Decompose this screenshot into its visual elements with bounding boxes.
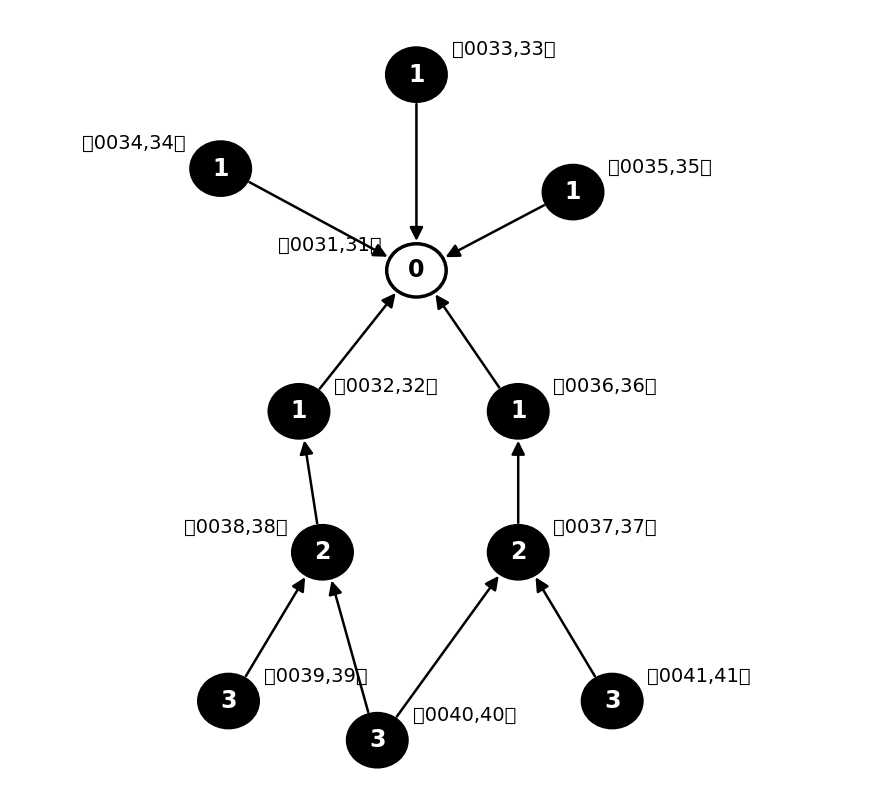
Text: （0031,31）: （0031,31） — [277, 236, 381, 255]
Text: 2: 2 — [314, 540, 330, 564]
Ellipse shape — [488, 525, 548, 579]
Text: 1: 1 — [213, 157, 228, 181]
Ellipse shape — [386, 244, 446, 297]
Text: （0033,33）: （0033,33） — [452, 40, 555, 59]
Text: 1: 1 — [290, 399, 307, 424]
Ellipse shape — [348, 713, 407, 767]
Ellipse shape — [269, 385, 329, 438]
Text: 0: 0 — [408, 258, 425, 282]
Text: （0041,41）: （0041,41） — [647, 667, 751, 685]
Text: 3: 3 — [369, 728, 385, 752]
Text: （0035,35）: （0035,35） — [609, 157, 712, 177]
Text: 3: 3 — [221, 689, 237, 713]
Text: 2: 2 — [510, 540, 527, 564]
Text: （0040,40）: （0040,40） — [412, 705, 516, 725]
Text: 3: 3 — [604, 689, 620, 713]
Text: 1: 1 — [565, 180, 582, 204]
Ellipse shape — [199, 675, 258, 728]
Ellipse shape — [488, 385, 548, 438]
Text: （0037,37）: （0037,37） — [554, 518, 657, 537]
Ellipse shape — [386, 48, 446, 101]
Text: （0036,36）: （0036,36） — [554, 377, 657, 395]
Ellipse shape — [293, 525, 352, 579]
Text: （0032,32）: （0032,32） — [334, 377, 438, 395]
Text: （0039,39）: （0039,39） — [263, 667, 367, 685]
Ellipse shape — [582, 675, 642, 728]
Text: （0038,38）: （0038,38） — [184, 518, 287, 537]
Ellipse shape — [543, 165, 603, 219]
Text: 1: 1 — [510, 399, 527, 424]
Text: 1: 1 — [408, 63, 425, 86]
Ellipse shape — [191, 142, 250, 195]
Text: （0034,34）: （0034,34） — [82, 134, 186, 153]
